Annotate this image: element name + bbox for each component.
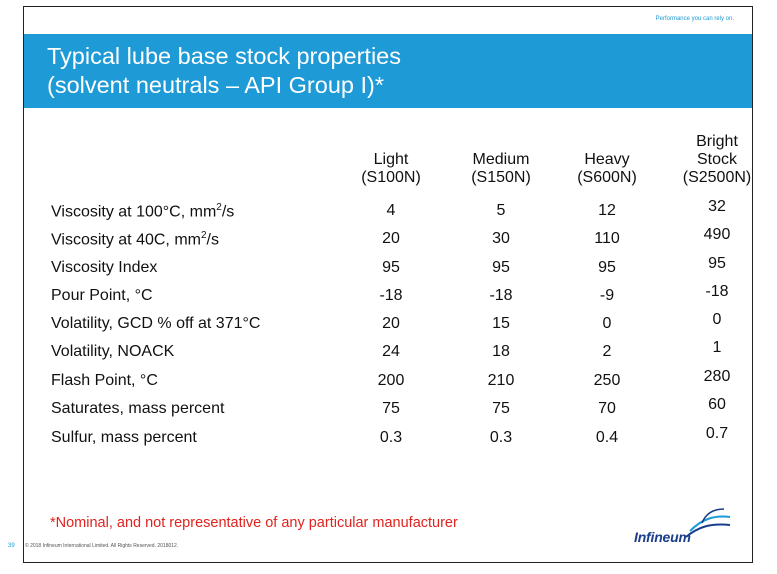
row-label-text: Volatility, GCD % off at 371°C	[51, 315, 261, 332]
table-cell: 280	[703, 368, 731, 385]
table-cell: 60	[708, 396, 726, 413]
footnote: *Nominal, and not representative of any …	[50, 515, 458, 531]
table-cell: -9	[599, 287, 615, 304]
table-cell: 200	[377, 372, 405, 389]
table-cell: 75	[492, 400, 510, 417]
tagline: Performance you can rely on.	[655, 16, 734, 22]
row-label-text: Viscosity at 100°C, mm	[51, 203, 217, 221]
row-label-text: Saturates, mass percent	[51, 400, 225, 417]
column-header-line: Bright	[696, 133, 738, 150]
slide-title-line-1: Typical lube base stock properties	[47, 43, 401, 69]
row-label: Saturates, mass percent	[51, 400, 224, 418]
table-cell: 15	[492, 315, 510, 332]
table-cell: 95	[598, 259, 616, 276]
table-cell: 210	[487, 372, 515, 389]
row-label-superscript: 2	[216, 202, 222, 213]
table-cell: -18	[705, 283, 729, 300]
page-number: 39	[8, 543, 15, 549]
logo-text: Infineum	[634, 529, 691, 545]
table-cell: 18	[492, 343, 510, 360]
table-cell: 20	[382, 315, 400, 332]
row-label-superscript: 2	[200, 230, 207, 241]
table-cell: 70	[598, 400, 616, 417]
row-label-suffix: /s	[221, 203, 235, 221]
column-header-line: (S150N)	[471, 169, 531, 186]
column-header-line: (S600N)	[577, 169, 637, 186]
table-cell: 30	[492, 230, 510, 247]
table-cell: 95	[708, 255, 726, 272]
table-cell: 0	[712, 311, 722, 328]
column-header-line: Heavy	[584, 151, 630, 168]
column-header-line: (S100N)	[361, 169, 421, 186]
infineum-logo: Infineum	[634, 507, 734, 553]
table-cell: 1	[712, 339, 722, 356]
row-label-text: Flash Point, °C	[51, 372, 158, 389]
row-label: Flash Point, °C	[51, 372, 158, 390]
table-cell: 250	[593, 372, 621, 389]
table-cell: 0.4	[595, 429, 619, 446]
row-label-text: Sulfur, mass percent	[51, 429, 197, 446]
column-header: Medium (S150N)	[451, 151, 551, 187]
table-cell: 75	[382, 400, 400, 417]
column-header: Light (S100N)	[341, 151, 441, 187]
row-label: Volatility, GCD % off at 371°C	[51, 315, 260, 333]
table-cell: 4	[386, 202, 396, 219]
slide-title-line-2: (solvent neutrals – API Group I)*	[47, 72, 384, 98]
table-cell: 24	[382, 343, 400, 360]
row-label: Volatility, NOACK	[51, 343, 174, 361]
column-header: Heavy (S600N)	[557, 151, 657, 187]
title-band: Typical lube base stock properties (solv…	[24, 34, 752, 108]
table-cell: 490	[703, 226, 731, 243]
table-cell: 12	[598, 202, 616, 219]
swoosh-icon	[685, 508, 731, 538]
table-cell: 95	[492, 259, 510, 276]
table-cell: 2	[602, 343, 612, 360]
table-cell: 95	[382, 259, 400, 276]
copyright: © 2018 Infineum International Limited. A…	[25, 543, 179, 549]
row-label: Pour Point, °C	[51, 287, 153, 305]
row-label: Sulfur, mass percent	[51, 429, 197, 447]
table-cell: 110	[594, 230, 620, 247]
row-label: Viscosity at 40C, mm2/s	[51, 230, 219, 249]
table-cell: 20	[382, 230, 400, 247]
row-label: Viscosity Index	[51, 259, 157, 277]
table-cell: 0.7	[705, 425, 729, 442]
column-header-line: Medium	[472, 151, 530, 168]
row-label-text: Pour Point, °C	[51, 287, 153, 304]
column-header-line: (S2500N)	[682, 169, 752, 186]
column-header-line: Stock	[696, 151, 737, 168]
row-label-text: Viscosity at 40C, mm	[51, 231, 201, 249]
table-cell: 32	[708, 198, 726, 215]
table-cell: -18	[379, 287, 403, 304]
row-label-text: Volatility, NOACK	[51, 343, 175, 360]
table-cell: 0	[602, 315, 612, 332]
column-header: Bright Stock (S2500N)	[667, 133, 767, 187]
table-cell: 0.3	[489, 429, 513, 446]
table-cell: -18	[489, 287, 513, 304]
table-cell: 5	[496, 202, 506, 219]
column-header-line: Light	[373, 151, 409, 168]
slide: Performance you can rely on. Typical lub…	[23, 6, 753, 563]
row-label-suffix: /s	[206, 231, 219, 249]
table-cell: 0.3	[379, 429, 403, 446]
row-label-text: Viscosity Index	[51, 259, 158, 276]
row-label: Viscosity at 100°C, mm2/s	[51, 202, 234, 221]
